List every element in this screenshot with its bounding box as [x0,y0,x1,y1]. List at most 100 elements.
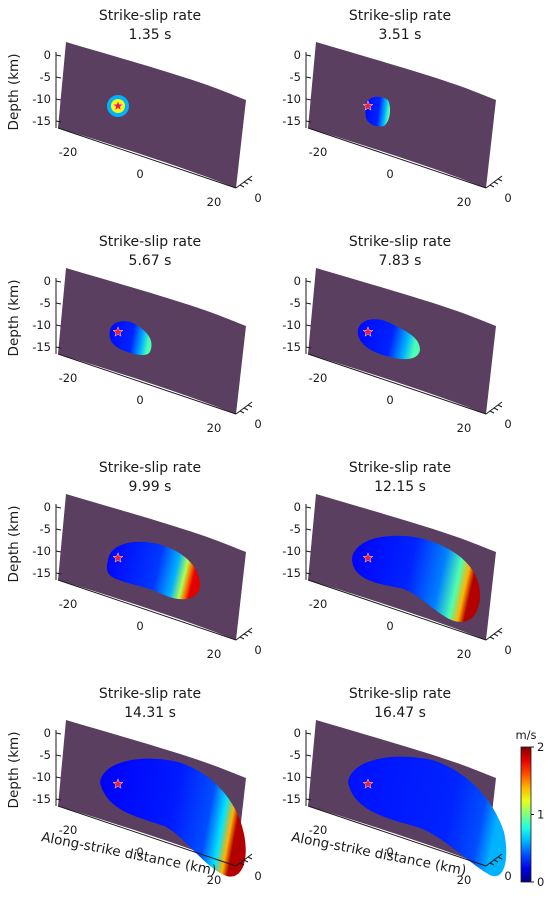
depth-tick: 0 [44,274,51,288]
depth-axis-label: Depth (km) [6,280,22,357]
depth-axis-label: Depth (km) [6,506,22,583]
panel-title: Strike-slip rate [99,686,201,702]
panel-title: Strike-slip rate [99,8,201,24]
colorbar-scale [520,746,532,883]
panel-time: 14.31 s [124,705,176,721]
depth-tick: -5 [40,70,51,84]
hypocenter-star [362,100,374,111]
colorbar: m/s 0 1 2 [515,728,544,889]
strike-tick: 20 [457,873,472,887]
strike-tick: -20 [59,823,78,837]
colorbar-tick: 1 [537,808,544,822]
panel-title: Strike-slip rate [349,686,451,702]
strike-tick: -20 [59,145,78,159]
depth-tick: -10 [32,318,51,332]
rupture-patch [365,96,391,127]
panel-time: 12.15 s [374,479,426,495]
depth-tick: 0 [44,726,51,740]
depth-tick: -10 [32,92,51,106]
rupture-patch [109,321,152,356]
panel-time: 16.47 s [374,705,426,721]
fault-plane [308,42,496,188]
panel-title: Strike-slip rate [349,234,451,250]
depth-tick: -10 [282,770,301,784]
fault-plane [58,268,246,414]
panel-title: Strike-slip rate [349,460,451,476]
panel-6: Strike-slip rate 12.15 s 0 -5 -10 -15 -20 0 20 0 [282,460,511,661]
depth-tick: -5 [290,296,301,310]
depth-tick: -5 [290,748,301,762]
hypocenter-star [362,778,374,789]
depth-tick: -15 [32,340,51,354]
strike-tick: 0 [136,167,143,181]
strike-tick: 0 [386,167,393,181]
strike-tick: -20 [59,371,78,385]
depth-axis-label: Depth (km) [6,54,22,131]
strike-tick: 0 [136,619,143,633]
depth-tick: -5 [40,522,51,536]
hypocenter-star [362,326,374,337]
depth-tick: 0 [294,500,301,514]
strike-axis [57,805,237,867]
depth-tick: -5 [40,296,51,310]
panel-1: Strike-slip rate 1.35 s 0 -5 -10 -15 -20 0 20 0 De… [6,8,262,209]
strike-tick: 0 [386,393,393,407]
strike-tick: 0 [386,619,393,633]
rupture-patch [352,535,481,622]
strike-axis [307,805,487,867]
panel-2: Strike-slip rate 3.51 s 0 -5 -10 -15 -20 0 20 0 [282,8,511,209]
strike-tick: 0 [136,845,143,859]
strike-tick: 20 [457,647,472,661]
normal-tick: 0 [254,869,261,883]
depth-tick: -15 [282,566,301,580]
strike-tick: -20 [309,597,328,611]
depth-tick: 0 [294,48,301,62]
hypocenter-star [112,100,124,111]
depth-tick: -10 [282,92,301,106]
depth-tick: -15 [282,114,301,128]
depth-tick: -15 [32,566,51,580]
normal-tick: 0 [254,417,261,431]
panel-7: Strike-slip rate 14.31 s 0 -5 -10 -15 -20 0 20 0 D… [6,686,262,887]
normal-tick: 0 [254,643,261,657]
panel-3: Strike-slip rate 5.67 s 0 -5 -10 -15 -20 0 20 0 De… [6,234,262,435]
depth-tick: 0 [294,274,301,288]
strike-tick: 20 [207,421,222,435]
strike-tick: 20 [207,873,222,887]
panel-time: 5.67 s [129,253,172,269]
depth-tick: -15 [282,792,301,806]
depth-tick: -10 [282,318,301,332]
strike-tick: -20 [309,145,328,159]
depth-tick: 0 [294,726,301,740]
panel-4: Strike-slip rate 7.83 s 0 -5 -10 -15 -20 0 20 0 [282,234,511,435]
hypocenter-star [362,552,374,563]
strike-tick: -20 [309,823,328,837]
hypocenter-star [112,326,124,337]
panel-time: 9.99 s [129,479,172,495]
colorbar-tick: 0 [537,875,544,889]
depth-tick: -15 [32,792,51,806]
hypocenter-star [112,552,124,563]
depth-tick: 0 [44,48,51,62]
depth-tick: -10 [32,770,51,784]
depth-tick: -10 [282,544,301,558]
strike-axis [57,127,237,189]
rupture-patch [357,319,420,360]
depth-tick: -5 [290,522,301,536]
depth-tick: -15 [282,340,301,354]
strike-axis [307,353,487,415]
strike-tick: 20 [457,195,472,209]
strike-tick: 0 [386,845,393,859]
fault-plane [58,42,246,188]
colorbar-tick: 2 [537,740,544,754]
rupture-patch [106,541,200,600]
normal-tick: 0 [504,869,511,883]
strike-axis [307,579,487,641]
normal-tick: 0 [254,191,261,205]
strike-tick: 20 [457,421,472,435]
hypocenter-star [112,778,124,789]
strike-tick: 0 [136,393,143,407]
strike-tick: -20 [309,371,328,385]
